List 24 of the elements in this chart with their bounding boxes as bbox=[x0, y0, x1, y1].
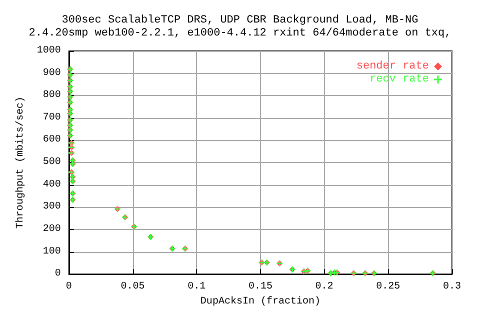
legend-label: sender rate bbox=[356, 60, 429, 72]
x-tick-label: 0.05 bbox=[120, 282, 145, 293]
y-tick-label: 900 bbox=[42, 68, 61, 79]
x-tick-label: 0.2 bbox=[315, 282, 334, 293]
x-tick-label: 0.3 bbox=[442, 282, 462, 293]
x-tick-label: 0.25 bbox=[376, 282, 400, 293]
y-tick-label: 400 bbox=[42, 179, 61, 190]
chart-title: 300sec ScalableTCP DRS, UDP CBR Background Load, MB-NG bbox=[62, 14, 418, 26]
y-axis-title: Throughput (mbits/sec) bbox=[14, 96, 26, 229]
y-tick-label: 800 bbox=[42, 90, 61, 102]
y-tick-label: 200 bbox=[42, 224, 61, 235]
y-tick-label: 1000 bbox=[36, 46, 61, 56]
y-tick-label: 100 bbox=[42, 246, 61, 258]
y-tick-label: 600 bbox=[42, 134, 61, 146]
x-tick-label: 0.15 bbox=[248, 282, 272, 293]
y-tick-label: 500 bbox=[42, 157, 61, 168]
y-tick-label: 0 bbox=[54, 268, 61, 280]
y-tick-label: 300 bbox=[42, 202, 61, 213]
x-tick-label: 0.1 bbox=[188, 282, 206, 293]
x-axis-title: DupAcksIn (fraction) bbox=[200, 296, 320, 308]
y-tick-label: 700 bbox=[42, 112, 61, 124]
x-tick-label: 0 bbox=[66, 282, 72, 293]
legend-label: recv rate bbox=[370, 74, 429, 86]
chart-subtitle: 2.4.20smp web100-2.2.1, e1000-4.4.12 rxint 64/64moderate on txq, bbox=[28, 28, 452, 40]
